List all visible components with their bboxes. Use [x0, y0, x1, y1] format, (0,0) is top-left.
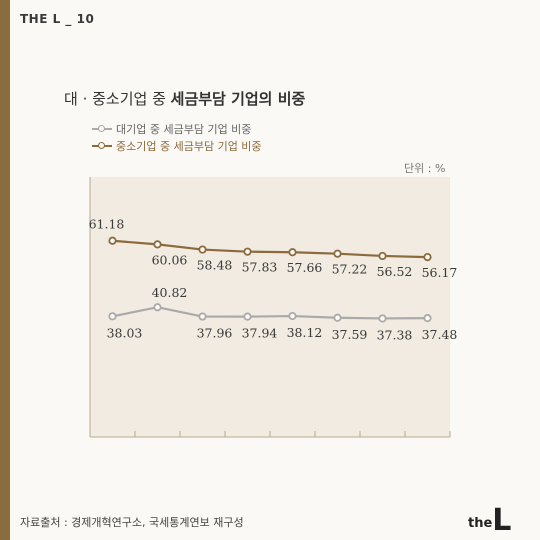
data-label-1-6: 56.52 [377, 264, 413, 279]
legend-label-large: 대기업 중 세금부담 기업 비중 [116, 122, 252, 136]
data-point-0-4 [288, 311, 297, 321]
logo-mark: L [492, 503, 512, 538]
data-point-0-2 [198, 312, 207, 321]
data-label-1-3: 57.83 [242, 260, 278, 275]
data-label-0-1: 40.82 [152, 285, 188, 300]
data-label-1-7: 56.17 [422, 265, 458, 280]
data-point-0-6 [378, 314, 387, 323]
data-label-1-1: 60.06 [152, 252, 188, 267]
data-point-1-1 [153, 240, 162, 249]
data-label-1-0: 61.18 [89, 217, 125, 232]
data-point-1-2 [198, 245, 207, 254]
data-point-0-3 [243, 312, 252, 321]
chart-title: 대 · 중소기업 중 세금부담 기업의 비중 [64, 88, 305, 109]
legend-marker-large [92, 124, 112, 134]
title-prefix: 대 · 중소기업 중 [64, 90, 171, 108]
series-line-1 [112, 239, 428, 259]
the-l-logo: theL [468, 503, 511, 538]
data-label-0-7: 37.48 [422, 327, 458, 342]
unit-label: 단위 : % [404, 162, 446, 175]
data-point-0-0 [108, 312, 117, 321]
data-point-1-4 [288, 248, 297, 257]
legend-item-small: 중소기업 중 세금부담 기업 비중 [92, 137, 262, 154]
brand-label: THE L _ 10 [20, 12, 95, 26]
legend: 대기업 중 세금부담 기업 비중 중소기업 중 세금부담 기업 비중 [92, 120, 262, 154]
data-label-0-5: 37.59 [332, 327, 368, 342]
legend-item-large: 대기업 중 세금부담 기업 비중 [92, 120, 262, 137]
source-note: 자료출처 : 경제개혁연구소, 국세통계연보 재구성 [20, 516, 244, 529]
data-label-1-2: 58.48 [197, 258, 233, 273]
data-label-1-4: 57.66 [287, 260, 323, 275]
title-bold: 세금부담 기업의 비중 [170, 90, 306, 108]
data-label-0-0: 38.03 [107, 325, 143, 340]
data-point-1-3 [243, 247, 252, 256]
data-label-0-3: 37.94 [242, 326, 278, 341]
legend-marker-small [92, 141, 112, 151]
data-label-0-2: 37.96 [197, 326, 233, 341]
data-point-0-1 [153, 303, 162, 312]
data-point-0-7 [423, 314, 432, 323]
legend-label-small: 중소기업 중 세금부담 기업 비중 [116, 139, 262, 153]
plot-area [90, 177, 450, 437]
series-line-0 [112, 306, 428, 320]
data-label-1-5: 57.22 [332, 262, 368, 277]
logo-prefix: the [468, 516, 493, 531]
data-point-1-6 [378, 251, 387, 261]
data-point-1-7 [423, 253, 432, 262]
data-label-0-4: 38.12 [287, 325, 323, 340]
data-label-0-6: 37.38 [377, 327, 413, 342]
data-point-1-5 [333, 249, 342, 258]
data-point-0-5 [333, 313, 342, 322]
left-accent-bar [0, 0, 10, 540]
data-point-1-0 [108, 236, 117, 245]
